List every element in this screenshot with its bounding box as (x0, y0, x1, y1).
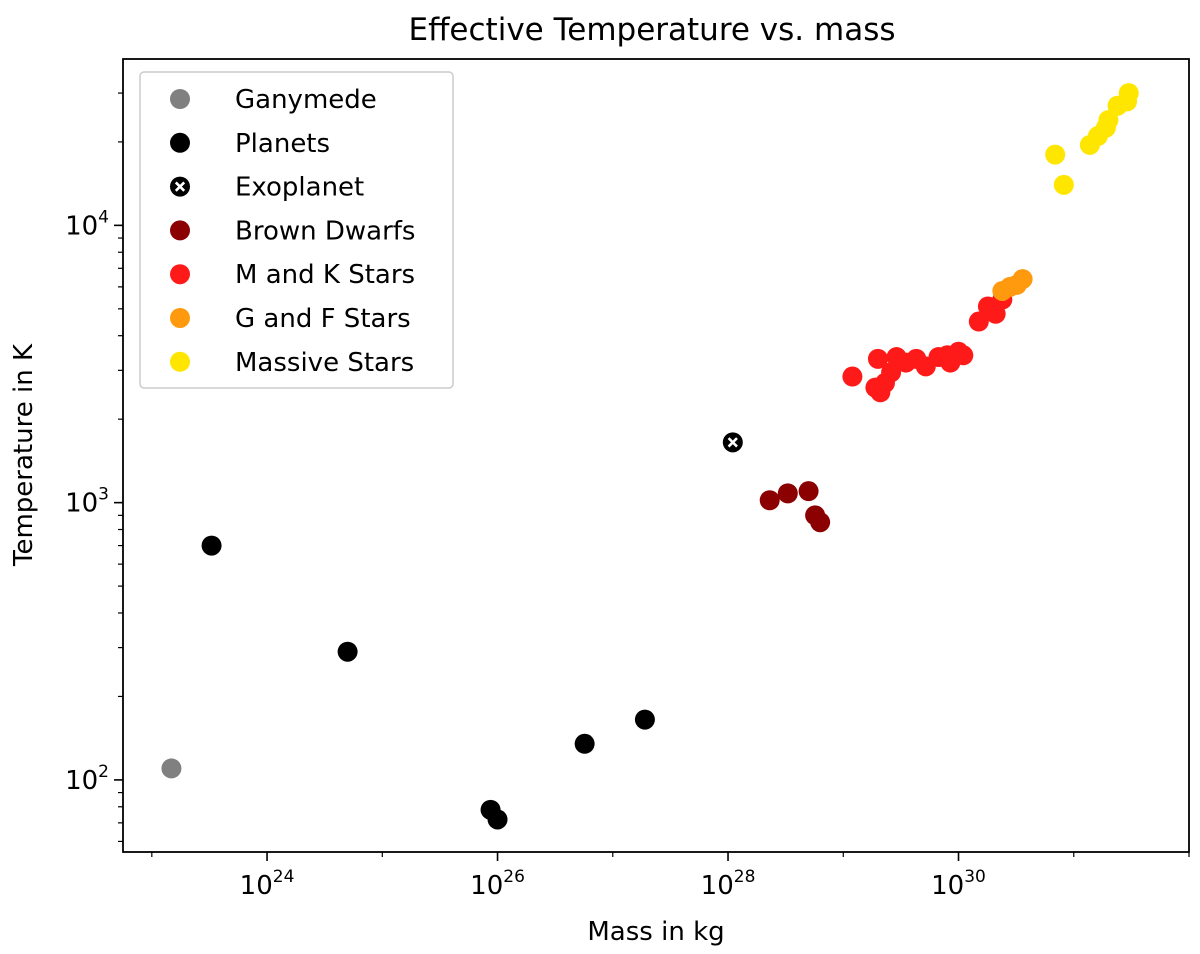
legend-marker (170, 308, 190, 328)
legend-label: M and K Stars (235, 260, 415, 290)
point-planets (337, 641, 358, 662)
x-tick-label: 1026 (470, 867, 525, 901)
point-m-and-k-stars (842, 366, 863, 387)
x-axis-label: Mass in kg (587, 917, 724, 947)
legend-label: Brown Dwarfs (235, 216, 415, 246)
point-planets (487, 809, 508, 830)
legend-marker (170, 220, 190, 241)
point-m-and-k-stars (968, 311, 989, 332)
legend-marker (170, 264, 190, 285)
legend-box (139, 71, 454, 389)
point-brown-dwarfs (798, 481, 819, 502)
legend-marker (170, 176, 190, 197)
x-tick-label: 1030 (931, 867, 986, 901)
legend-label: Massive Stars (235, 348, 414, 378)
point-massive-stars (1045, 144, 1066, 165)
point-planets (634, 709, 655, 730)
legend-label: G and F Stars (235, 304, 411, 334)
y-axis-label: Temperature in K (9, 343, 39, 567)
point-m-and-k-stars (953, 345, 974, 366)
plot-area-frame (122, 58, 1190, 853)
data-points (161, 83, 1139, 830)
y-tick-label: 102 (65, 762, 109, 796)
point-brown-dwarfs (777, 483, 798, 504)
point-brown-dwarfs (759, 490, 780, 511)
point-planets (574, 733, 595, 754)
point-massive-stars (1118, 83, 1139, 104)
x-tick-label: 1024 (240, 867, 295, 901)
x-tick-label: 1028 (701, 867, 756, 901)
point-ganymede (161, 758, 182, 779)
point-exoplanet (722, 432, 743, 453)
legend: Ganymede Planets Exoplanet Brown Dwarfs M an… (139, 71, 454, 389)
y-tick-label: 104 (65, 207, 109, 241)
legend-label: Ganymede (235, 85, 377, 115)
chart-title: Effective Temperature vs. mass (408, 12, 895, 48)
legend-label: Planets (235, 129, 330, 159)
axes-ticks: 1024 1026 1028 1030 102 103 104 (65, 92, 1190, 901)
point-g-and-f-stars (1012, 269, 1033, 290)
point-brown-dwarfs (810, 512, 831, 533)
point-planets (201, 535, 222, 556)
point-m-and-k-stars (881, 362, 902, 383)
legend-marker (170, 351, 190, 372)
point-massive-stars (1053, 174, 1074, 195)
legend-marker (170, 132, 190, 153)
legend-marker (170, 89, 190, 109)
point-massive-stars (1098, 109, 1119, 130)
y-tick-label: 103 (65, 485, 109, 519)
legend-label: Exoplanet (235, 173, 364, 203)
point-m-and-k-stars (867, 348, 888, 369)
